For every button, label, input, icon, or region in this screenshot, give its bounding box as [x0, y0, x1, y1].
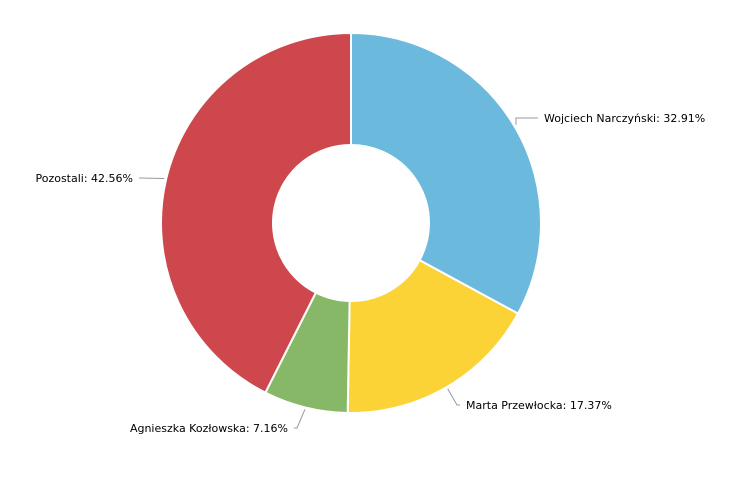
slice-label-marta-przewlocka: Marta Przewłocka: 17.37% — [466, 399, 612, 412]
leader-line-agnieszka-kozlowska — [294, 409, 306, 429]
leader-line-marta-przewlocka — [447, 388, 460, 406]
slice-label-agnieszka-kozlowska: Agnieszka Kozłowska: 7.16% — [130, 422, 288, 435]
slices-layer — [160, 31, 542, 414]
slice-wojciech-narczynski[interactable] — [350, 31, 542, 315]
leader-line-wojciech-narczynski — [515, 117, 538, 125]
slice-label-wojciech-narczynski: Wojciech Narczyński: 32.91% — [544, 112, 705, 125]
leader-line-pozostali — [139, 177, 165, 179]
slice-label-pozostali: Pozostali: 42.56% — [35, 172, 133, 185]
slice-marta-przewlocka[interactable] — [346, 258, 520, 414]
labels-layer: Wojciech Narczyński: 32.91% Marta Przewło… — [35, 112, 705, 435]
slice-pozostali[interactable] — [160, 31, 352, 394]
leader-lines-layer — [139, 117, 538, 429]
